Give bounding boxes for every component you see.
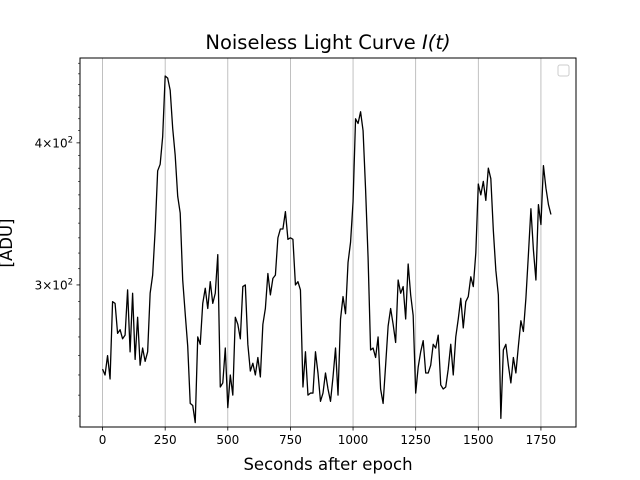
x-tick-label: 1500: [463, 433, 494, 447]
x-tick-label: 1250: [400, 433, 431, 447]
x-tick-label: 0: [99, 433, 107, 447]
x-tick-label: 250: [154, 433, 177, 447]
y-tick-exponent: 2: [68, 277, 73, 287]
x-gridlines: [102, 58, 542, 427]
x-tick-label: 500: [216, 433, 239, 447]
y-tick-multiplier: ×10: [42, 136, 67, 150]
x-axis-label: Seconds after epoch: [243, 455, 412, 474]
chart-title-main: Noiseless Light Curve: [205, 31, 422, 54]
x-axis: 0 250 500 750 1000 1250 1500 1750: [99, 427, 556, 447]
x-tick-label: 750: [279, 433, 302, 447]
y-axis-label: [ADU]: [0, 219, 16, 268]
chart-title-math: I(t): [422, 31, 451, 54]
plot-area-frame: [79, 57, 577, 428]
legend-box: [557, 64, 570, 77]
y-tick-label: 4×102: [35, 135, 73, 150]
y-tick-base: 4: [35, 136, 43, 150]
chart-title: Noiseless Light Curve I(t): [205, 31, 450, 54]
y-tick-exponent: 2: [68, 135, 73, 145]
light-curve-line: [101, 75, 552, 424]
y-tick-label: 3×102: [35, 277, 73, 292]
x-tick-label: 1750: [526, 433, 557, 447]
y-tick-multiplier: ×10: [42, 278, 67, 292]
x-tick-label: 1000: [338, 433, 369, 447]
y-tick-base: 3: [35, 278, 43, 292]
